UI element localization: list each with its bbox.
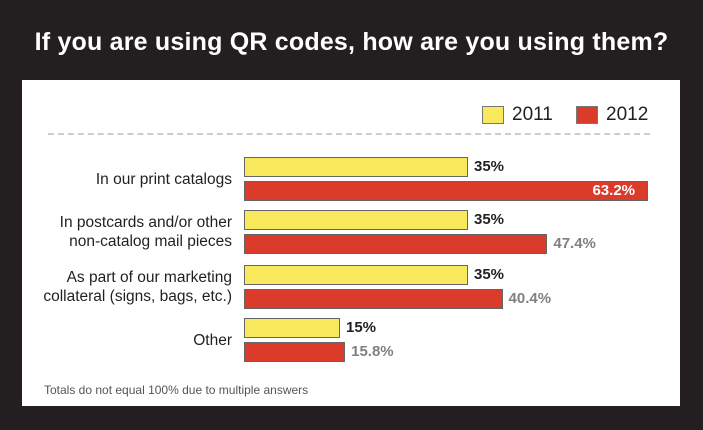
chart-title: If you are using QR codes, how are you u… xyxy=(34,28,669,56)
legend-item-2011: 2011 xyxy=(482,104,553,126)
divider xyxy=(48,133,650,135)
bar-2011 xyxy=(244,265,468,285)
bar-2011 xyxy=(244,210,468,230)
category-label-line: In our print catalogs xyxy=(95,170,232,188)
bar-2011 xyxy=(244,157,468,177)
bar-2012 xyxy=(244,234,548,254)
category-label-line: Other xyxy=(193,331,232,349)
data-label-2012: 40.4% xyxy=(508,290,552,307)
data-label-2011: 35% xyxy=(474,211,505,228)
legend-swatch-2012 xyxy=(576,106,598,124)
legend-label-2012: 2012 xyxy=(606,104,649,125)
category-label: In postcards and/or other non-catalog mai… xyxy=(60,213,232,251)
category-label: In our print catalogs xyxy=(96,170,232,189)
category-label: Other xyxy=(193,331,232,350)
legend-item-2012: 2012 xyxy=(576,104,648,126)
data-label-2012: 63.2% xyxy=(592,182,636,199)
data-label-2011: 15% xyxy=(346,319,377,336)
bar-2011 xyxy=(244,318,340,338)
data-label-2011: 35% xyxy=(474,266,505,283)
legend-swatch-2011 xyxy=(482,106,504,124)
data-label-2012: 15.8% xyxy=(351,343,394,360)
category-label-line: collateral (signs, bags, etc.) xyxy=(43,288,232,305)
data-label-2011: 35% xyxy=(474,158,505,175)
category-label: As part of our marketing collateral (sign… xyxy=(43,268,232,306)
bar-2012 xyxy=(244,181,649,201)
category-label-line: non-catalog mail pieces xyxy=(69,233,232,250)
bar-2012 xyxy=(244,289,503,309)
category-label-line: In postcards and/or other xyxy=(59,214,232,231)
bar-2012 xyxy=(244,342,346,362)
footnote: Totals do not equal 100% due to multiple… xyxy=(44,383,309,397)
legend-label-2011: 2011 xyxy=(512,104,553,125)
category-label-line: As part of our marketing xyxy=(66,269,232,286)
data-label-2012: 47.4% xyxy=(553,235,596,252)
